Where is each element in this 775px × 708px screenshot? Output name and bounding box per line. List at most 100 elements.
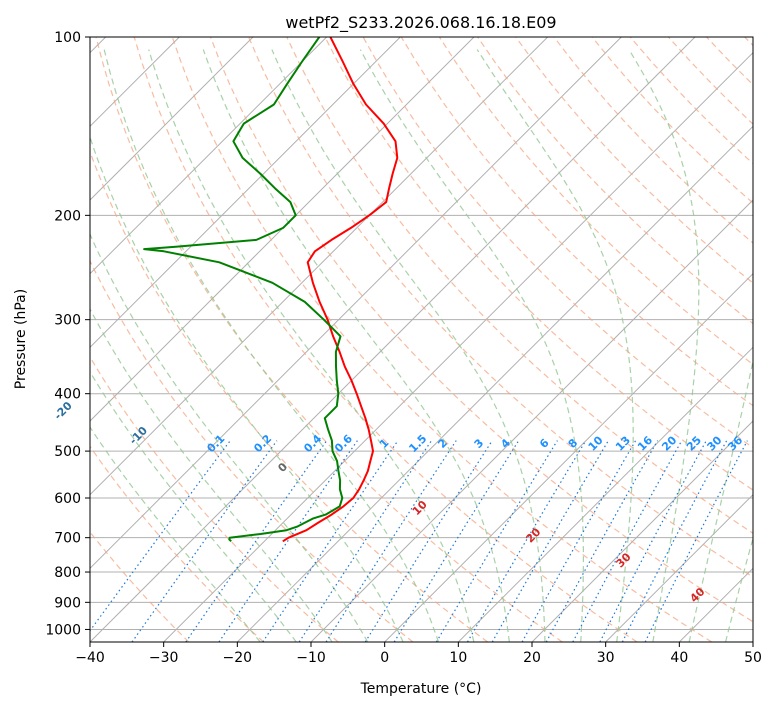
isotherm-line <box>90 37 696 642</box>
dry-adiabat-line <box>515 37 753 284</box>
y-tick-label: 1000 <box>45 622 81 638</box>
plot-frame <box>89 36 754 643</box>
moist-adiabat-line <box>202 49 510 642</box>
y-tick-label: 700 <box>54 531 81 547</box>
dry-adiabat-line <box>90 445 264 642</box>
y-tick-label: 300 <box>54 313 81 329</box>
x-tick-label: −10 <box>296 650 326 666</box>
moist-adiabat-line <box>90 370 297 642</box>
moist-adiabat-label: 30 <box>614 550 634 570</box>
mixing-ratio-line <box>491 440 609 642</box>
y-tick-label: 400 <box>54 387 81 403</box>
dry-adiabat-label: -10 <box>127 424 150 447</box>
mixing-ratio-line <box>621 440 728 642</box>
y-axis-title: Pressure (hPa) <box>13 289 29 389</box>
axes: −40 −30 −20 −10 0 10 20 30 40 50 100 200 300 400 500 60… <box>45 30 762 666</box>
mixing-ratio-label: 1 <box>377 436 392 451</box>
moist-adiabat-label: 20 <box>523 525 543 545</box>
line-annotations: -100-90-80-70-60-50-40-30-20-100.10.20.4… <box>52 399 746 605</box>
background-lines <box>90 37 753 642</box>
dry-adiabat-line <box>667 37 753 125</box>
dry-adiabat-line <box>706 37 753 86</box>
moist-adiabat-line <box>90 307 333 642</box>
dry-adiabat-line <box>248 37 753 578</box>
isotherm-line <box>90 37 328 275</box>
moist-adiabat-line <box>90 426 261 642</box>
dry-adiabat-line <box>133 37 638 642</box>
moist-adiabat-line <box>271 49 546 642</box>
mixing-ratio-label: 2 <box>435 436 450 451</box>
mixing-ratio-label: 3 <box>472 436 487 451</box>
mixing-ratio-line <box>364 440 493 642</box>
moist-adiabat-line <box>725 536 753 642</box>
y-tick-label: 100 <box>54 30 81 46</box>
x-tick-label: −40 <box>75 650 105 666</box>
mixing-ratio-label: 20 <box>659 433 679 453</box>
mixing-ratio-label: 0.2 <box>251 432 274 455</box>
isotherm-line <box>236 125 753 642</box>
dry-adiabat-line <box>591 37 753 204</box>
moist-adiabat-line <box>90 232 369 642</box>
mixing-ratio-line <box>393 440 520 642</box>
moist-adiabat-label: 0 <box>275 460 290 475</box>
dry-adiabat-line <box>209 37 753 623</box>
y-tick-label: 500 <box>54 444 81 460</box>
dry-adiabat-line <box>90 259 414 642</box>
isotherm-line <box>90 37 254 201</box>
moist-adiabat-line <box>103 49 440 642</box>
dry-adiabat-line <box>90 150 488 642</box>
x-axis-title: Temperature (°C) <box>360 681 482 697</box>
moist-adiabat-line <box>628 49 700 642</box>
dry-adiabat-line <box>90 355 339 642</box>
mixing-ratio-line <box>521 440 637 642</box>
dry-adiabat-line <box>324 37 753 491</box>
profile-lines <box>143 37 399 543</box>
mixing-ratio-line <box>90 440 231 632</box>
x-tick-label: −20 <box>223 650 253 666</box>
dry-adiabat-line <box>553 37 753 244</box>
dry-adiabat-line <box>286 37 753 534</box>
x-tick-label: 20 <box>523 650 541 666</box>
moist-adiabat-line <box>148 49 475 642</box>
y-tick-label: 200 <box>54 208 81 224</box>
mixing-ratio-label: 1.5 <box>406 432 429 455</box>
isotherm-line <box>531 420 753 642</box>
mixing-ratio-line <box>435 440 558 642</box>
isotherm-line <box>752 641 753 642</box>
moist-adiabat-line <box>359 49 584 642</box>
dewpoint-profile-line <box>143 37 344 543</box>
mixing-ratio-line <box>545 440 659 642</box>
x-tick-label: 50 <box>744 650 762 666</box>
isotherm-line <box>90 37 475 422</box>
x-tick-label: 30 <box>597 650 615 666</box>
y-tick-label: 900 <box>54 595 81 611</box>
mixing-ratio-line <box>644 440 748 642</box>
x-tick-label: −30 <box>149 650 179 666</box>
dry-adiabat-line <box>171 37 713 642</box>
isotherm-line <box>457 346 753 642</box>
isotherm-line <box>163 51 753 642</box>
y-tick-label: 600 <box>54 491 81 507</box>
mixing-ratio-line <box>599 440 707 642</box>
dry-adiabat-line <box>95 37 563 642</box>
y-tick-label: 800 <box>54 565 81 581</box>
chart-title: wetPf2_S233.2026.068.16.18.E09 <box>285 13 556 33</box>
mixing-ratio-label: 0.6 <box>332 432 355 455</box>
mixing-ratio-label: 36 <box>725 433 745 453</box>
mixing-ratio-label: 0.4 <box>301 432 324 455</box>
x-tick-label: 40 <box>670 650 688 666</box>
x-tick-label: 10 <box>449 650 467 666</box>
dry-adiabat-line <box>438 37 753 366</box>
isotherm-line <box>90 37 401 349</box>
isotherm-line <box>605 493 753 642</box>
mixing-ratio-line <box>185 440 328 642</box>
mixing-ratio-label: 30 <box>705 433 725 453</box>
moist-adiabat-line <box>90 135 404 642</box>
isotherm-line <box>90 37 549 496</box>
mixing-ratio-line <box>298 440 432 642</box>
isotherm-line <box>90 37 622 570</box>
mixing-ratio-label: 4 <box>498 436 513 451</box>
mixing-ratio-line <box>466 440 587 642</box>
mixing-ratio-label: 0.1 <box>204 432 227 455</box>
